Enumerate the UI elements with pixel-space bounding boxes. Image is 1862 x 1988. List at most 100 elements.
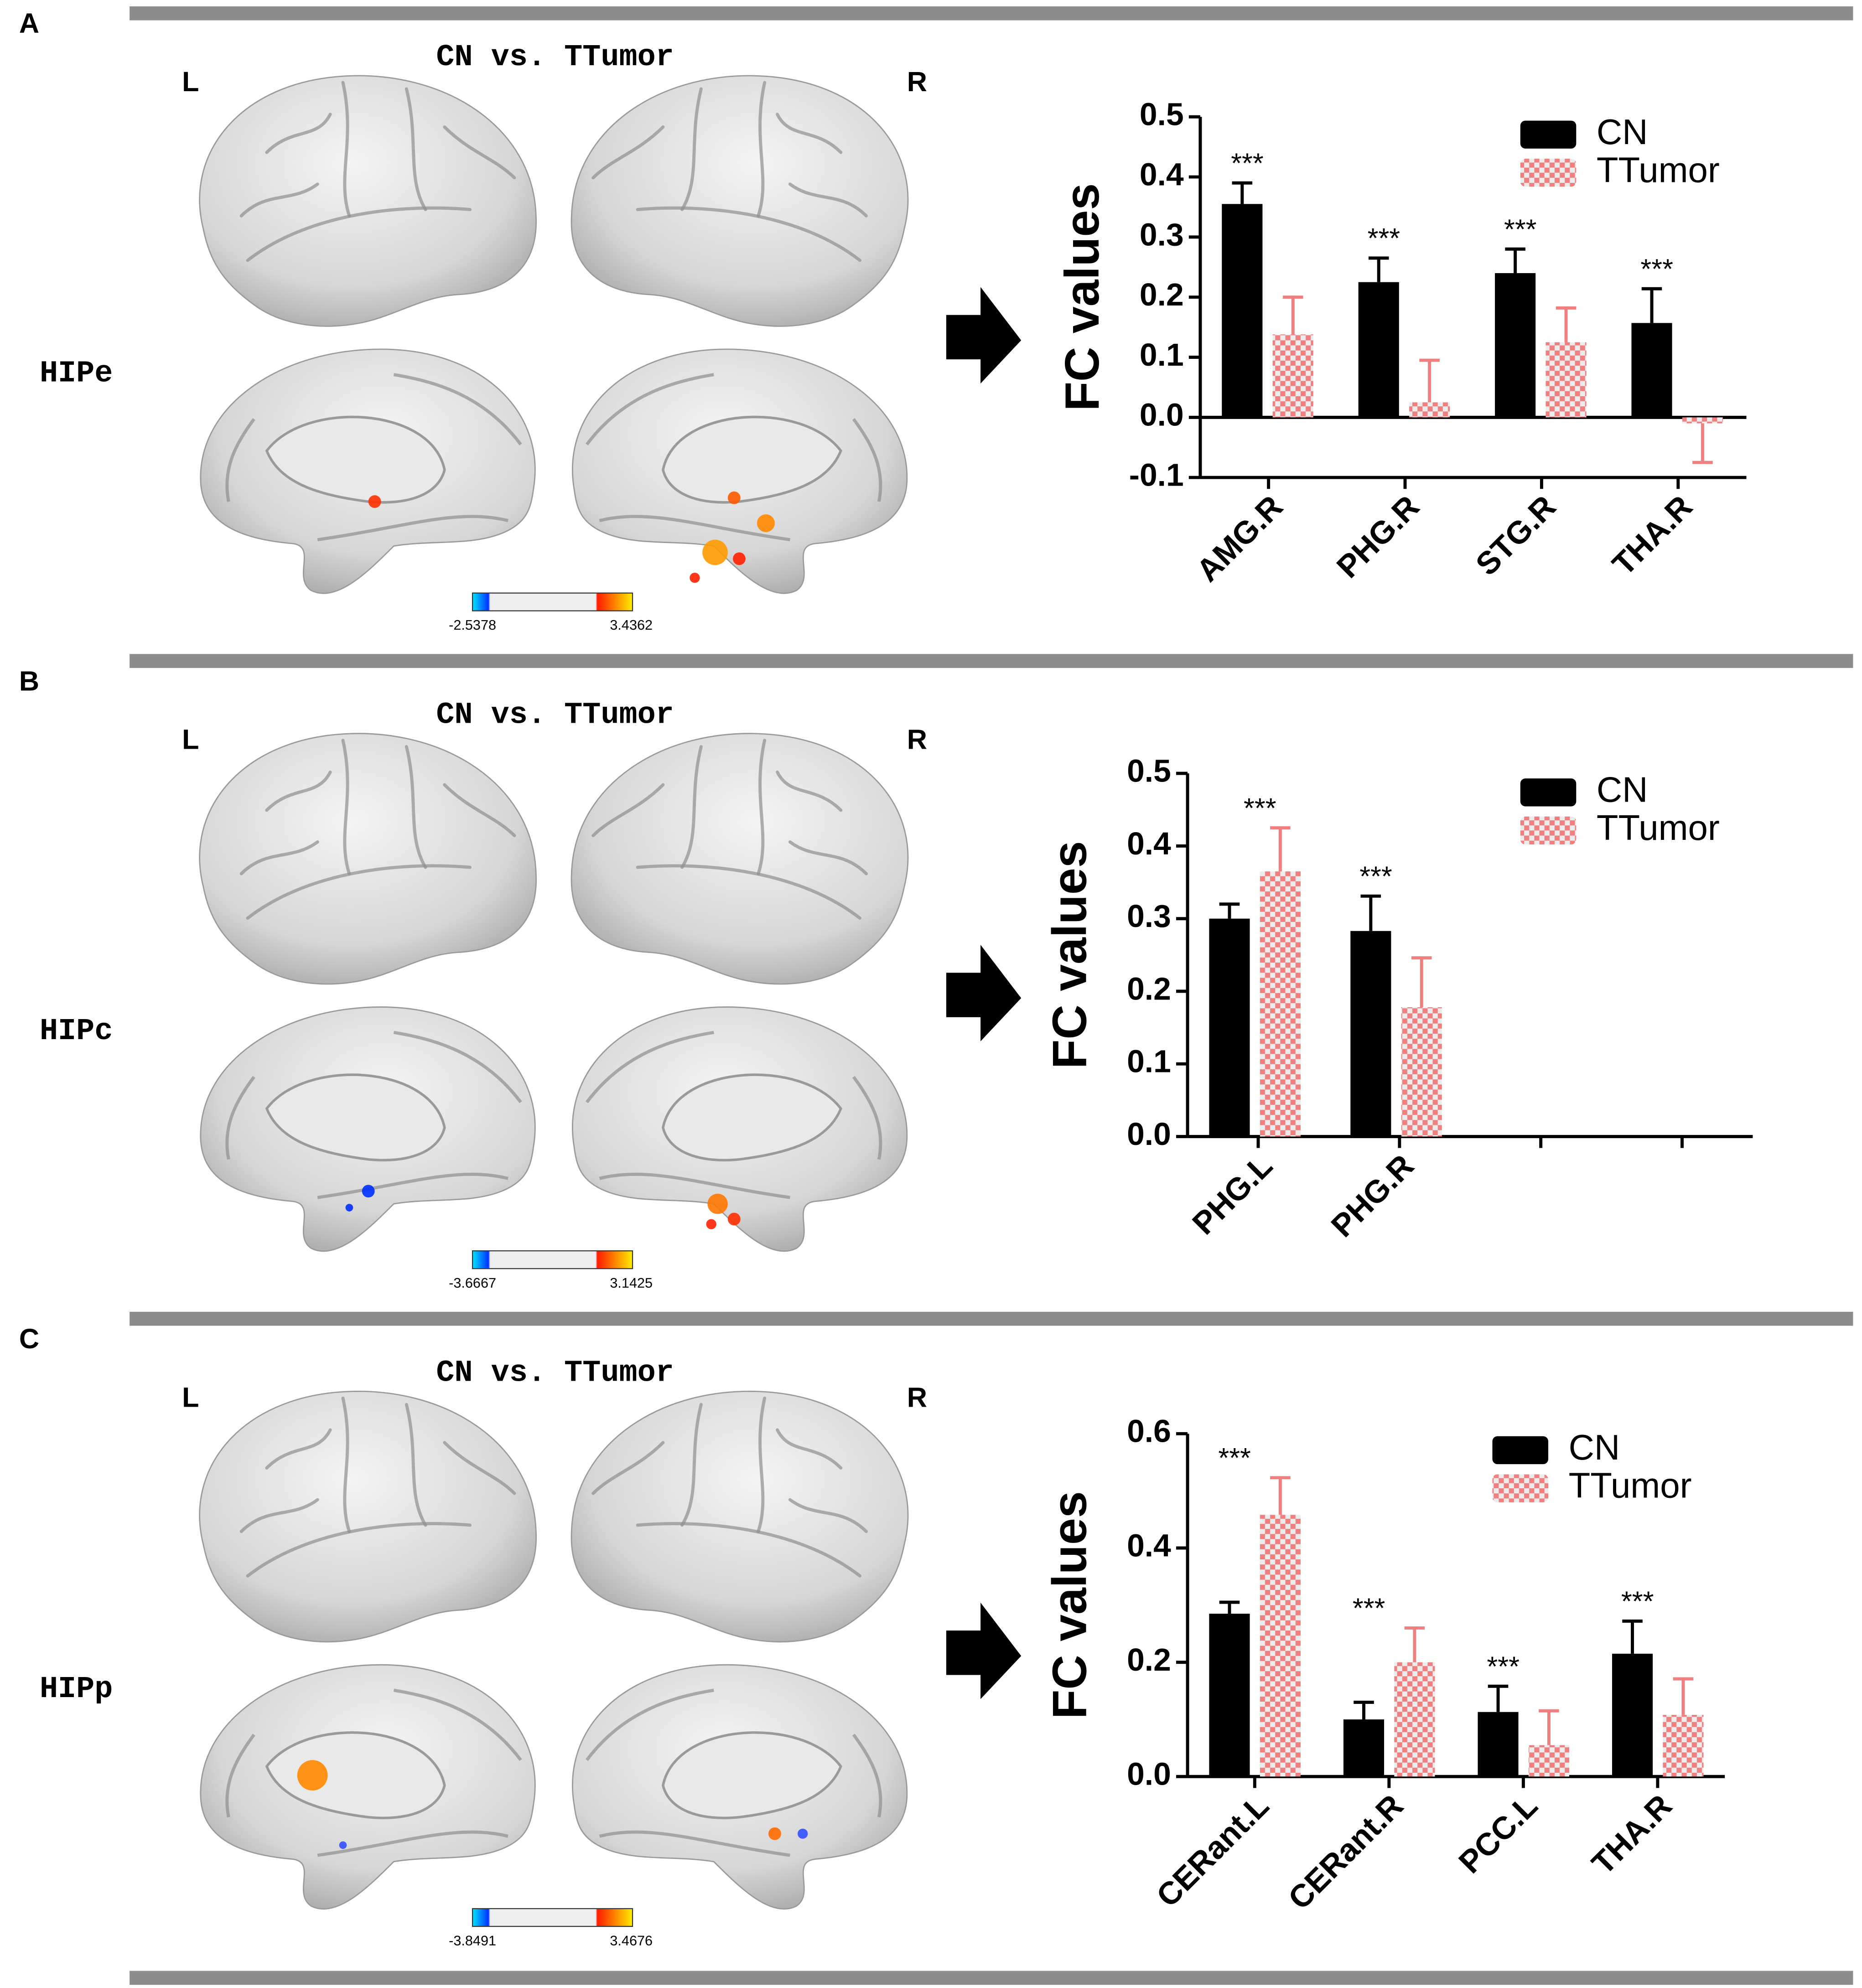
- error-bar: [1219, 902, 1240, 919]
- brain-sulcus: [788, 840, 868, 875]
- brain-sulcus: [776, 770, 843, 812]
- activation: [706, 1219, 716, 1229]
- panel-title: CN vs. TTumor: [436, 698, 674, 733]
- brain-sulcus: [636, 206, 862, 262]
- brain-sulcus: [341, 1396, 351, 1533]
- x-tick-label: STG.R: [1469, 488, 1563, 582]
- y-tick-label: 0.4: [1140, 156, 1184, 192]
- hemisphere-left: L: [182, 724, 199, 755]
- brain-callosum: [265, 1073, 446, 1162]
- y-tick-label: 0.0: [1140, 397, 1184, 433]
- brain-lateral: [571, 75, 909, 327]
- brain-sulcus: [317, 515, 508, 542]
- legend-swatch: [1492, 1436, 1549, 1465]
- error-bar: [1673, 1677, 1694, 1715]
- error-bar: [1411, 956, 1432, 1008]
- brain-sulcus: [405, 1403, 427, 1527]
- legend-swatch: [1520, 120, 1577, 149]
- error-bar: [1270, 826, 1291, 872]
- brain-sulcus: [317, 1172, 508, 1199]
- brain-sulcus: [852, 418, 882, 502]
- x-tick-label: THA.R: [1585, 1787, 1679, 1881]
- error-bar: [1641, 287, 1662, 323]
- bar: [1401, 1007, 1442, 1137]
- colorbar-max: 3.4362: [610, 617, 653, 633]
- brain-sulcus: [680, 87, 703, 212]
- activation: [362, 1185, 375, 1198]
- bar: [1358, 282, 1399, 418]
- error-bar: [1270, 1476, 1291, 1515]
- y-tick-label: 0.5: [1127, 753, 1171, 788]
- brain-medial: [571, 348, 908, 594]
- brain-sulcus: [393, 373, 522, 445]
- activation: [345, 1204, 353, 1211]
- brain-medial: [200, 1664, 536, 1910]
- y-tick-label: 0.5: [1140, 97, 1184, 132]
- activation: [727, 1212, 741, 1226]
- brain-shape: [571, 1391, 909, 1643]
- y-axis-label: FC values: [1055, 183, 1109, 411]
- panel: B CN vs. TTumor L R HIPc -3.6667 3.1425: [19, 666, 1022, 1291]
- brain-sulcus: [599, 1172, 790, 1199]
- error-bar: [1368, 256, 1389, 282]
- separator: [130, 1971, 1853, 1985]
- brain-sulcus: [265, 1428, 332, 1470]
- x-tick-label: PCC.L: [1452, 1787, 1544, 1880]
- brain-medial: [571, 1006, 908, 1252]
- brain-callosum: [661, 1073, 842, 1162]
- error-bar: [1404, 1626, 1425, 1662]
- y-tick-label: 0.4: [1127, 1527, 1171, 1563]
- colorbar: [472, 592, 633, 611]
- colorbar-max: 3.4676: [610, 1933, 653, 1948]
- arrow: [946, 287, 1022, 384]
- significance: ***: [1504, 213, 1537, 244]
- error-bar: [1622, 1619, 1643, 1654]
- brain-medial: [200, 348, 536, 594]
- bar: [1209, 918, 1250, 1137]
- brain-sulcus: [852, 1734, 882, 1818]
- brain-sulcus: [591, 1441, 665, 1495]
- brain-sulcus: [341, 81, 351, 217]
- bar: [1272, 334, 1313, 418]
- legend-swatch: [1520, 159, 1577, 187]
- brain-sulcus: [405, 87, 427, 212]
- y-tick-label: 0.2: [1127, 1642, 1171, 1677]
- activation: [798, 1828, 808, 1839]
- y-tick-label: 0.0: [1127, 1756, 1171, 1792]
- activation: [297, 1760, 328, 1791]
- brain-callosum: [265, 1731, 446, 1819]
- legend-label: TTumor: [1597, 808, 1720, 848]
- colorbar: [472, 1908, 633, 1927]
- brain-callosum: [661, 1731, 842, 1819]
- panel-title: CN vs. TTumor: [436, 40, 674, 75]
- bar: [1631, 323, 1672, 418]
- colorbar-min: -2.5378: [449, 617, 496, 633]
- significance: ***: [1353, 1593, 1385, 1624]
- legend-swatch: [1520, 778, 1577, 807]
- colorbar-min: -3.6667: [449, 1275, 496, 1291]
- brain-sulcus: [443, 125, 516, 180]
- seed-label: HIPp: [40, 1672, 113, 1707]
- chart: 0.0 0.1 0.2 0.3 0.4 0.5 FC values PHG.L PHG.R ***…: [1043, 753, 1753, 1244]
- separator: [130, 6, 1853, 21]
- activation: [707, 1193, 728, 1214]
- brain-lateral: [199, 733, 537, 985]
- separator: [130, 654, 1853, 668]
- brain-sulcus: [680, 745, 703, 869]
- brain-sulcus: [225, 1734, 255, 1818]
- bar: [1663, 1714, 1704, 1777]
- bar: [1478, 1712, 1519, 1777]
- brain-shape: [571, 75, 909, 327]
- brain-sulcus: [591, 125, 665, 180]
- bar: [1350, 931, 1391, 1137]
- brain-sulcus: [757, 81, 767, 217]
- arrow: [946, 1602, 1022, 1699]
- bar: [1528, 1745, 1569, 1777]
- panel-label: C: [19, 1323, 39, 1354]
- legend-label: CN: [1569, 1427, 1620, 1467]
- bar: [1343, 1719, 1385, 1777]
- activation: [757, 514, 775, 532]
- x-tick-label: AMG.R: [1189, 488, 1289, 588]
- panel-label: A: [19, 8, 39, 39]
